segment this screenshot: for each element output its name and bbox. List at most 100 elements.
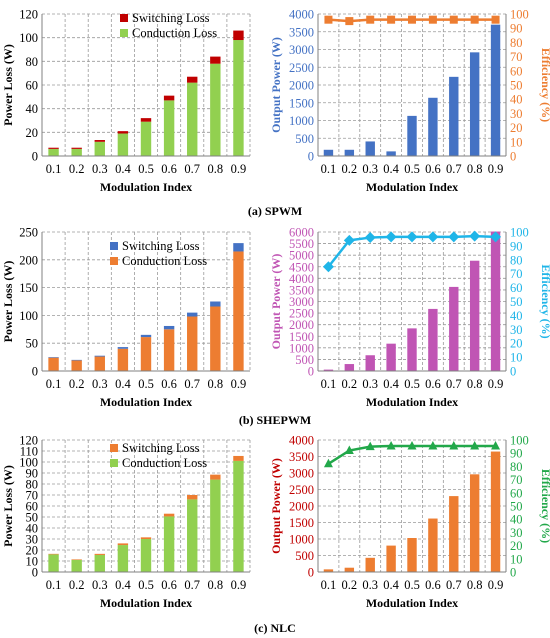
- bar-conduction-loss: [117, 545, 129, 572]
- y-tick-label: 2500: [289, 483, 314, 497]
- bar-output-power: [365, 557, 375, 572]
- y2-axis-title: Efficiency (%): [539, 48, 550, 122]
- y-tick-label: 1500: [289, 330, 314, 344]
- y2-tick-label: 60: [510, 281, 523, 295]
- y2-tick-label: 30: [510, 323, 523, 337]
- bar-conduction-loss: [71, 148, 82, 156]
- y-axis-title: Power Loss (W): [1, 465, 15, 547]
- bar-switching-loss: [94, 140, 105, 142]
- y-tick-label: 6000: [289, 226, 314, 240]
- y-tick-label: 1500: [289, 96, 314, 110]
- bar-conduction-loss: [210, 306, 221, 371]
- y-tick-label: 120: [19, 8, 38, 22]
- y-tick-label: 500: [295, 132, 314, 146]
- bar-conduction-loss: [117, 133, 129, 156]
- x-tick-label: 0.2: [342, 578, 358, 592]
- x-tick-label: 0.9: [231, 377, 247, 391]
- bar-conduction-loss: [163, 329, 175, 371]
- bar-output-power: [428, 97, 438, 156]
- bar-conduction-loss: [140, 121, 152, 156]
- x-tick-label: 0.6: [161, 162, 177, 176]
- y2-tick-label: 10: [510, 351, 523, 365]
- x-tick-label: 0.9: [488, 377, 504, 391]
- caption-c: (c) NLC: [254, 621, 296, 635]
- x-tick-label: 0.4: [115, 162, 131, 176]
- y-tick-label: 200: [19, 253, 38, 267]
- y-tick-label: 4000: [289, 8, 314, 22]
- x-tick-label: 0.9: [231, 162, 247, 176]
- y2-tick-label: 100: [510, 226, 529, 240]
- x-tick-label: 0.8: [467, 162, 483, 176]
- x-axis-title: Modulation Index: [100, 596, 192, 610]
- x-tick-label: 0.6: [425, 162, 441, 176]
- x-tick-label: 0.5: [138, 578, 154, 592]
- bar-conduction-loss: [71, 559, 82, 572]
- x-tick-label: 0.3: [362, 377, 378, 391]
- y-tick-label: 250: [19, 226, 38, 240]
- efficiency-point: [428, 15, 437, 24]
- bar-output-power: [449, 76, 459, 156]
- x-tick-label: 0.7: [184, 162, 200, 176]
- bar-switching-loss: [187, 76, 198, 83]
- y-tick-label: 10: [26, 555, 39, 569]
- y2-tick-label: 30: [510, 107, 523, 121]
- y-tick-label: 2000: [289, 500, 314, 514]
- bar-switching-loss: [210, 301, 221, 307]
- y2-tick-label: 80: [510, 36, 523, 50]
- bar-output-power: [386, 343, 396, 371]
- bar-conduction-loss: [163, 516, 175, 572]
- y2-tick-label: 90: [510, 447, 523, 461]
- efficiency-point: [449, 440, 459, 450]
- x-tick-label: 0.7: [446, 578, 462, 592]
- y-tick-label: 60: [26, 79, 39, 93]
- x-tick-label: 0.4: [115, 578, 131, 592]
- y-tick-label: 3000: [289, 295, 314, 309]
- bar-output-power: [365, 141, 375, 156]
- bar-switching-loss: [94, 553, 105, 555]
- bar-conduction-loss: [94, 141, 105, 156]
- y-tick-label: 1000: [289, 341, 314, 355]
- bar-switching-loss: [71, 559, 82, 560]
- y-tick-label: 4500: [289, 260, 314, 274]
- bar-conduction-loss: [210, 63, 221, 157]
- bar-output-power: [490, 451, 501, 572]
- x-tick-label: 0.2: [69, 377, 85, 391]
- y2-tick-label: 70: [510, 473, 523, 487]
- y-axis-title: Output Power (W): [269, 254, 283, 350]
- caption-a: (a) SPWM: [248, 204, 302, 218]
- bar-switching-loss: [48, 147, 59, 149]
- legend-label: Switching Loss: [132, 11, 210, 25]
- legend-swatch: [110, 242, 118, 250]
- bar-switching-loss: [187, 312, 198, 317]
- bar-conduction-loss: [187, 316, 198, 371]
- bar-switching-loss: [117, 131, 129, 134]
- y-tick-label: 3000: [289, 43, 314, 57]
- efficiency-point: [366, 15, 375, 24]
- bar-output-power: [344, 149, 355, 156]
- y2-tick-label: 100: [510, 434, 529, 448]
- bar-switching-loss: [163, 95, 175, 101]
- y2-tick-label: 50: [510, 295, 523, 309]
- chart-a-loss: 0 20 40 60 80 100 120 0.1 0.2 0.3 0.4 0.5 0.6 0.7 0.8 0…: [1, 8, 251, 194]
- x-tick-label: 0.6: [425, 377, 441, 391]
- y-tick-label: 0: [308, 150, 314, 164]
- y-tick-label: 3500: [289, 283, 314, 297]
- bar-output-power: [407, 538, 417, 572]
- x-tick-label: 0.7: [446, 377, 462, 391]
- legend-swatch: [110, 257, 118, 265]
- legend-label: Conduction Loss: [132, 26, 217, 40]
- x-tick-label: 0.1: [46, 162, 62, 176]
- y-tick-label: 0: [308, 566, 314, 580]
- x-tick-label: 0.2: [69, 162, 85, 176]
- y2-tick-label: 80: [510, 460, 523, 474]
- bar-switching-loss: [140, 334, 152, 338]
- y-axis-title: Output Power (W): [269, 458, 283, 554]
- y2-axis-title: Efficiency (%): [539, 469, 550, 543]
- bar-switching-loss: [210, 474, 221, 480]
- y2-tick-label: 40: [510, 513, 523, 527]
- x-tick-label: 0.5: [404, 377, 420, 391]
- y2-tick-label: 70: [510, 267, 523, 281]
- y-axis-title: Power Loss (W): [1, 44, 15, 126]
